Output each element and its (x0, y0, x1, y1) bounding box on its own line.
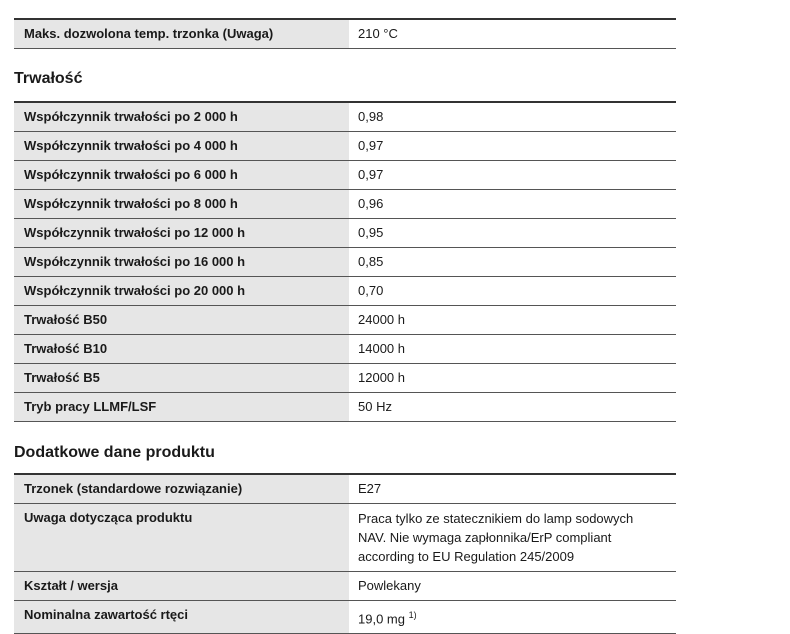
row-value: Powlekany (349, 572, 676, 600)
row-value: 0,95 (349, 219, 676, 247)
row-value: 0,97 (349, 132, 676, 160)
value-text: 50 Hz (358, 399, 392, 414)
row-value: E27 (349, 475, 676, 503)
table-row: Współczynnik trwałości po 20 000 h 0,70 (14, 277, 676, 306)
value-text: 12000 h (358, 370, 405, 385)
row-label: Trwałość B10 (14, 335, 349, 363)
table-row: Maks. dozwolona temp. trzonka (Uwaga) 21… (14, 20, 676, 49)
table-row: Nominalna zawartość rtęci 19,0 mg 1) (14, 601, 676, 634)
row-value: 0,70 (349, 277, 676, 305)
row-value: 19,0 mg 1) (349, 601, 676, 633)
row-label: Trwałość B50 (14, 306, 349, 334)
value-text: 0,98 (358, 109, 384, 124)
value-text: 0,96 (358, 196, 384, 211)
table-row: Współczynnik trwałości po 2 000 h 0,98 (14, 103, 676, 132)
row-label: Współczynnik trwałości po 2 000 h (14, 103, 349, 131)
value-text: E27 (358, 481, 382, 496)
row-value: 0,98 (349, 103, 676, 131)
footnote-marker: 1) (408, 610, 417, 620)
table-row: Kształt / wersja Powlekany (14, 572, 676, 601)
row-value: 0,85 (349, 248, 676, 276)
section-title-lifetime: Trwałość (14, 70, 83, 87)
table-row: Trwałość B50 24000 h (14, 306, 676, 335)
row-label: Współczynnik trwałości po 8 000 h (14, 190, 349, 218)
value-text: 0,85 (358, 254, 384, 269)
row-label: Nominalna zawartość rtęci (14, 601, 349, 634)
value-text: 24000 h (358, 312, 405, 327)
max-temp-table: Maks. dozwolona temp. trzonka (Uwaga) 21… (14, 18, 676, 49)
value-text: 0,95 (358, 225, 384, 240)
row-value: 50 Hz (349, 393, 676, 421)
table-row: Trwałość B10 14000 h (14, 335, 676, 364)
row-label: Współczynnik trwałości po 4 000 h (14, 132, 349, 160)
table-row: Współczynnik trwałości po 12 000 h 0,95 (14, 219, 676, 248)
row-label: Kształt / wersja (14, 572, 349, 600)
additional-data-table: Trzonek (standardowe rozwiązanie) E27 Uwag… (14, 473, 676, 634)
table-row: Trzonek (standardowe rozwiązanie) E27 (14, 475, 676, 504)
table-row: Współczynnik trwałości po 16 000 h 0,85 (14, 248, 676, 277)
row-value: 210 °C (358, 26, 398, 41)
value-text: 19,0 mg (358, 611, 405, 627)
table-row: Trwałość B5 12000 h (14, 364, 676, 393)
value-text: 0,97 (358, 167, 384, 182)
row-label: Współczynnik trwałości po 16 000 h (14, 248, 349, 276)
row-value: 14000 h (349, 335, 676, 363)
row-value: 24000 h (349, 306, 676, 334)
table-row: Współczynnik trwałości po 6 000 h 0,97 (14, 161, 676, 190)
row-value: 12000 h (349, 364, 676, 392)
value-text: 14000 h (358, 341, 405, 356)
row-label: Współczynnik trwałości po 20 000 h (14, 277, 349, 305)
row-value: 0,97 (349, 161, 676, 189)
value-text: 0,70 (358, 283, 384, 298)
row-value: Praca tylko ze statecznikiem do lamp sod… (349, 504, 676, 571)
row-label: Maks. dozwolona temp. trzonka (Uwaga) (14, 20, 349, 48)
section-title-additional: Dodatkowe dane produktu (14, 444, 215, 461)
row-label: Uwaga dotycząca produktu (14, 504, 349, 571)
row-label: Trzonek (standardowe rozwiązanie) (14, 475, 349, 503)
table-row: Współczynnik trwałości po 4 000 h 0,97 (14, 132, 676, 161)
table-row: Uwaga dotycząca produktu Praca tylko ze s… (14, 504, 676, 572)
lifetime-table: Współczynnik trwałości po 2 000 h 0,98 Wsp… (14, 101, 676, 422)
row-label: Trwałość B5 (14, 364, 349, 392)
value-text: Powlekany (358, 578, 421, 593)
table-row: Współczynnik trwałości po 8 000 h 0,96 (14, 190, 676, 219)
row-label: Współczynnik trwałości po 6 000 h (14, 161, 349, 189)
row-value: 0,96 (349, 190, 676, 218)
row-label: Tryb pracy LLMF/LSF (14, 393, 349, 421)
value-text: 0,97 (358, 138, 384, 153)
value-text: Praca tylko ze statecznikiem do lamp sod… (358, 511, 634, 564)
row-label: Współczynnik trwałości po 12 000 h (14, 219, 349, 247)
table-row: Tryb pracy LLMF/LSF 50 Hz (14, 393, 676, 422)
